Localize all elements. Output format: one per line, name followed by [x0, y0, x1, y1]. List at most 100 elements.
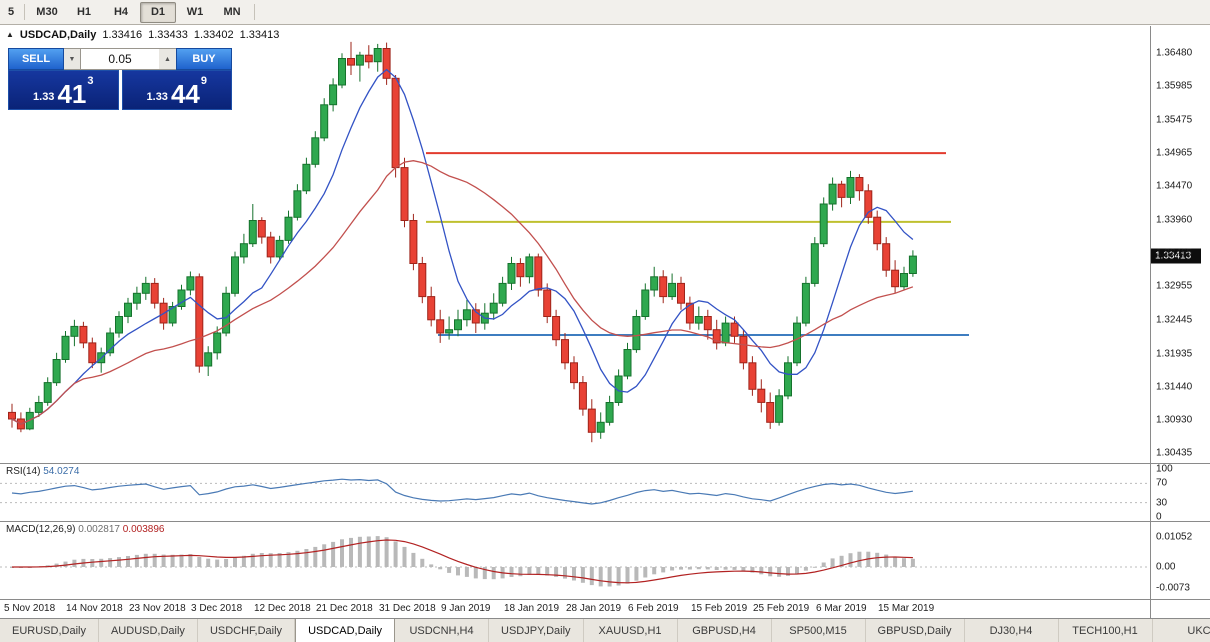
rsi-axis-label: 100: [1156, 463, 1173, 475]
timeframe-h4[interactable]: H4: [113, 6, 129, 18]
price-axis[interactable]: 1.33413 1.36480 1.35985 1.35475 1.34965 1.34…: [1150, 26, 1210, 618]
macd-name: MACD(12,26,9): [6, 524, 76, 535]
chart-open: 1.33416: [102, 29, 143, 41]
date-label: 3 Dec 2018: [191, 603, 243, 614]
price-axis-label: 1.36480: [1156, 47, 1193, 59]
volume-increase-button[interactable]: ▲: [159, 48, 176, 70]
macd-label: MACD(12,26,9) 0.002817 0.003896: [6, 524, 164, 535]
timeframe-5[interactable]: 5: [7, 6, 15, 18]
candles-layer: [8, 41, 917, 443]
chart-rsi-divider[interactable]: [0, 463, 1210, 464]
macd-axis-label: 0.01052: [1156, 531, 1193, 543]
horizontal-lines-layer: [426, 152, 969, 336]
price-axis-label: 1.34965: [1156, 147, 1193, 159]
date-label: 6 Feb 2019: [628, 603, 679, 614]
sell-price-display[interactable]: 1.33 41 3: [8, 70, 119, 110]
date-label: 6 Mar 2019: [816, 603, 867, 614]
buy-price-pips: 44: [170, 79, 200, 109]
tab-usdchf-daily[interactable]: USDCHF,Daily: [198, 619, 296, 642]
timeframe-toolbar: 5 M30 H1 H4 D1 W1 MN: [0, 0, 1210, 25]
date-label: 28 Jan 2019: [566, 603, 622, 614]
rsi-macd-divider[interactable]: [0, 521, 1210, 522]
rsi-axis-label: 70: [1156, 477, 1168, 489]
price-axis-label: 1.33960: [1156, 214, 1193, 226]
sell-price-pips: 41: [57, 79, 87, 109]
buy-button[interactable]: BUY: [176, 48, 232, 70]
date-label: 12 Dec 2018: [254, 603, 311, 614]
moving-averages-layer: [11, 68, 914, 425]
chart-region[interactable]: ▲ USDCAD,Daily 1.33416 1.33433 1.33402 1…: [0, 26, 1150, 463]
timeframe-h1[interactable]: H1: [76, 6, 92, 18]
macd-axis-label: -0.0073: [1156, 582, 1190, 594]
date-label: 31 Dec 2018: [379, 603, 436, 614]
macd-signal-line: [12, 539, 913, 584]
price-axis-label: 1.30930: [1156, 414, 1193, 426]
tab-xauusd-h1[interactable]: XAUUSD,H1: [584, 619, 678, 642]
price-chart-canvas[interactable]: [0, 26, 1150, 463]
toolbar-separator: [24, 4, 25, 20]
tab-usdcnh-h4[interactable]: USDCNH,H4: [395, 619, 490, 642]
tab-dj30-h4[interactable]: DJ30,H4: [965, 619, 1059, 642]
timeframe-mn[interactable]: MN: [223, 6, 241, 18]
date-label: 18 Jan 2019: [504, 603, 560, 614]
rsi-name: RSI(14): [6, 466, 41, 477]
rsi-canvas: [0, 478, 1150, 505]
price-axis-label: 1.35475: [1156, 114, 1193, 126]
date-label: 9 Jan 2019: [441, 603, 491, 614]
tab-ukc[interactable]: UKC: [1153, 619, 1210, 642]
price-axis-label: 1.35985: [1156, 80, 1193, 92]
tab-sp500-m15[interactable]: SP500,M15: [772, 619, 866, 642]
macd-canvas: [0, 536, 1150, 587]
price-axis-label: 1.34470: [1156, 180, 1193, 192]
date-label: 25 Feb 2019: [753, 603, 810, 614]
buy-price-pipette: 9: [200, 75, 207, 87]
one-click-trading-panel: SELL ▼ 0.05 ▲ BUY 1.33 41 3 1.33 44 9: [8, 48, 232, 110]
buy-price-display[interactable]: 1.33 44 9: [121, 70, 232, 110]
chart-close: 1.33413: [239, 29, 280, 41]
price-axis-label: 1.32955: [1156, 280, 1193, 292]
date-label: 23 Nov 2018: [129, 603, 186, 614]
volume-decrease-button[interactable]: ▼: [64, 48, 81, 70]
date-label: 14 Nov 2018: [66, 603, 123, 614]
price-axis-label: 1.31440: [1156, 381, 1193, 393]
chart-symbol: USDCAD,Daily: [19, 29, 97, 41]
rsi-value: 54.0274: [43, 466, 80, 477]
tab-tech100-h1[interactable]: TECH100,H1: [1059, 619, 1153, 642]
chart-low: 1.33402: [193, 29, 234, 41]
date-label: 21 Dec 2018: [316, 603, 373, 614]
rsi-axis-label: 0: [1156, 511, 1162, 523]
tab-gbpusd-h4[interactable]: GBPUSD,H4: [678, 619, 772, 642]
macd-dates-divider: [0, 599, 1210, 600]
date-label: 5 Nov 2018: [4, 603, 56, 614]
macd-panel: MACD(12,26,9) 0.002817 0.003896: [0, 522, 1150, 599]
price-axis-label: 1.33465: [1156, 247, 1193, 259]
tab-usdjpy-daily[interactable]: USDJPY,Daily: [489, 619, 584, 642]
price-axis-label: 1.31935: [1156, 348, 1193, 360]
sell-button[interactable]: SELL: [8, 48, 64, 70]
date-label: 15 Feb 2019: [691, 603, 748, 614]
toolbar-separator: [254, 4, 255, 20]
buy-price-bigfigure: 1.33: [146, 91, 168, 103]
symbol-tabbar: EURUSD,Daily AUDUSD,Daily USDCHF,Daily USDC…: [0, 618, 1210, 642]
tab-audusd-daily[interactable]: AUDUSD,Daily: [99, 619, 198, 642]
date-axis[interactable]: 5 Nov 2018 14 Nov 2018 23 Nov 2018 3 Dec 20…: [0, 600, 1150, 618]
volume-input[interactable]: 0.05: [81, 48, 159, 70]
timeframe-d1[interactable]: D1: [140, 1, 176, 23]
timeframe-m30[interactable]: M30: [36, 6, 58, 18]
date-label: 15 Mar 2019: [878, 603, 935, 614]
rsi-axis-label: 30: [1156, 497, 1168, 509]
macd-signal-value: 0.003896: [122, 524, 165, 535]
rsi-label: RSI(14) 54.0274: [6, 466, 79, 477]
price-axis-label: 1.30435: [1156, 447, 1193, 459]
sell-price-bigfigure: 1.33: [33, 91, 55, 103]
tab-usdcad-daily[interactable]: USDCAD,Daily: [295, 619, 396, 642]
macd-histogram: [10, 536, 915, 587]
macd-main-value: 0.002817: [78, 524, 120, 535]
tab-eurusd-daily[interactable]: EURUSD,Daily: [0, 619, 99, 642]
tab-gbpusd-daily[interactable]: GBPUSD,Daily: [866, 619, 965, 642]
timeframe-w1[interactable]: W1: [186, 6, 204, 18]
sell-price-pipette: 3: [87, 75, 94, 87]
window-expand-icon[interactable]: ▲: [6, 30, 14, 39]
rsi-line: [11, 478, 913, 505]
